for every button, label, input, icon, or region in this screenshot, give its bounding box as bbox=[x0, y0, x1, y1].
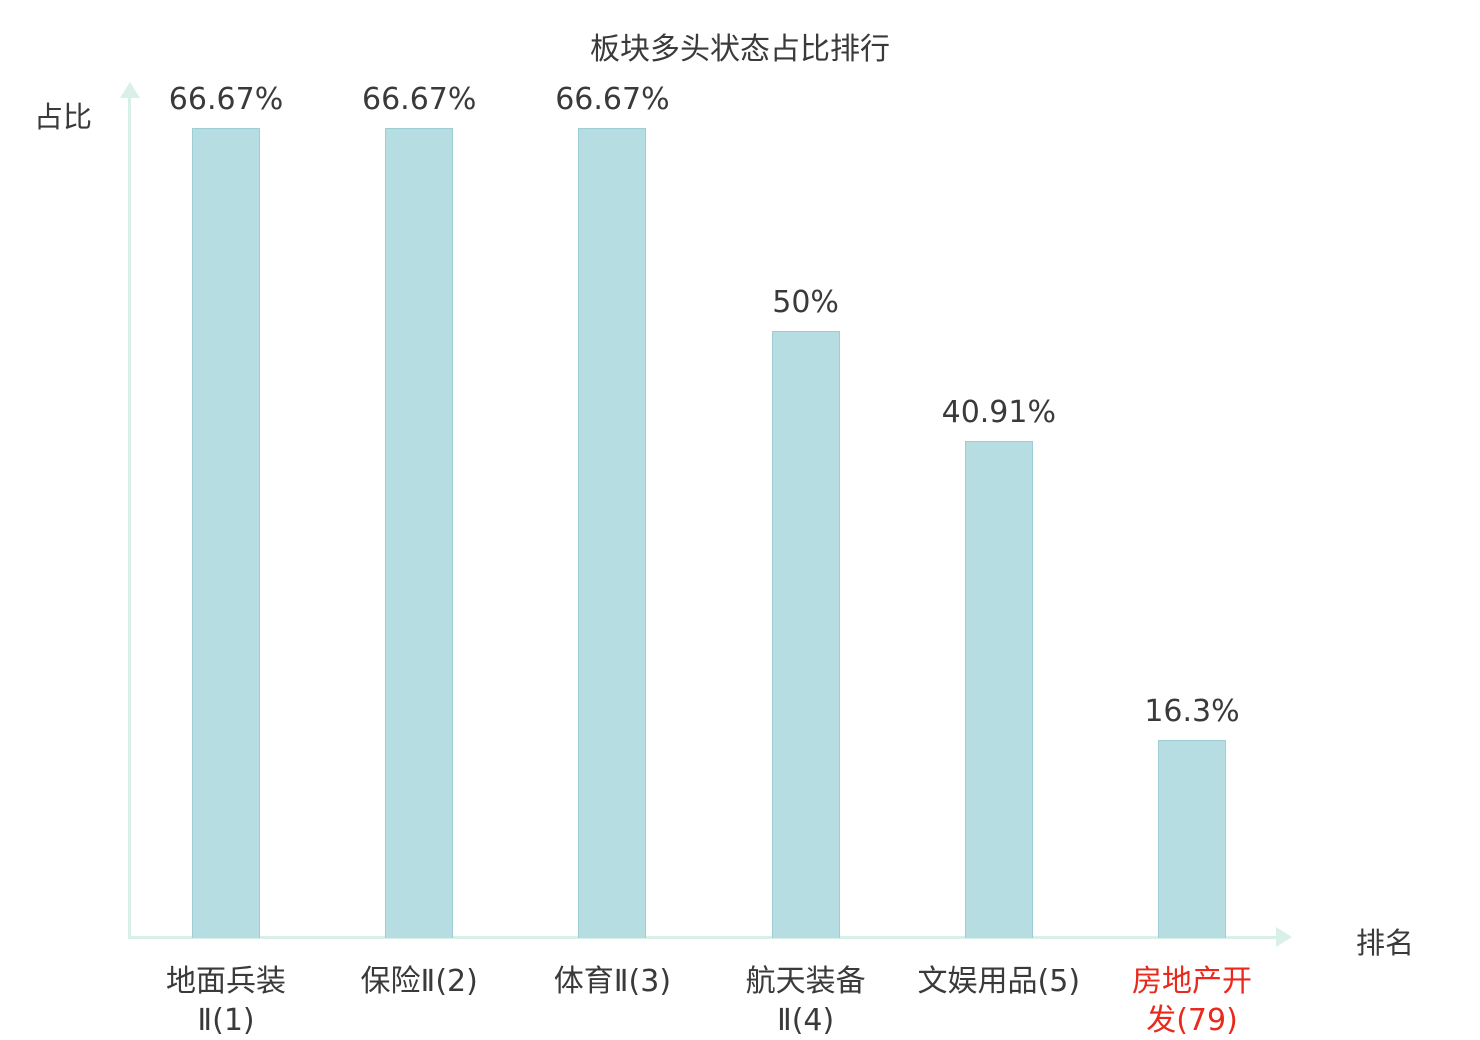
category-label-line: 房地产开 bbox=[1132, 964, 1252, 999]
bar-value-label: 66.67% bbox=[168, 82, 284, 117]
y-axis-arrow-icon bbox=[120, 82, 140, 98]
category-label: 房地产开发(79) bbox=[1132, 962, 1252, 1040]
category-label-line: 发(79) bbox=[1146, 1003, 1238, 1038]
category-label-line: Ⅱ(4) bbox=[776, 1003, 835, 1038]
y-axis-line bbox=[128, 96, 131, 938]
category-label: 文娱用品(5) bbox=[918, 962, 1081, 1001]
x-axis-line bbox=[128, 936, 1278, 939]
category-label-line: 体育Ⅱ(3) bbox=[553, 964, 672, 999]
bar-value-label: 50% bbox=[772, 284, 839, 320]
bar bbox=[192, 128, 260, 938]
bar bbox=[578, 128, 647, 938]
category-label-line: 地面兵装 bbox=[166, 964, 286, 999]
chart-title: 板块多头状态占比排行 bbox=[590, 32, 890, 67]
category-label-line: 保险Ⅱ(2) bbox=[360, 964, 478, 999]
category-label: 航天装备 Ⅱ(4) bbox=[746, 962, 866, 1040]
bar bbox=[964, 440, 1033, 938]
bar bbox=[385, 128, 454, 938]
x-axis-label: 排名 bbox=[1356, 926, 1415, 960]
category-label-line: 文娱用品(5) bbox=[917, 964, 1081, 999]
x-axis-arrow-icon bbox=[1276, 927, 1292, 947]
bar-value-label: 66.67% bbox=[361, 82, 477, 117]
category-label-line: Ⅱ(1) bbox=[197, 1003, 255, 1038]
bar bbox=[1158, 739, 1226, 938]
bar-value-label: 40.91% bbox=[941, 394, 1056, 430]
category-label: 保险Ⅱ(2) bbox=[361, 962, 478, 1001]
category-label: 地面兵装 Ⅱ(1) bbox=[166, 962, 286, 1040]
bar bbox=[771, 330, 840, 938]
y-axis-label: 占比 bbox=[34, 100, 93, 134]
category-label: 体育Ⅱ(3) bbox=[554, 962, 671, 1001]
bar-value-label: 66.67% bbox=[555, 82, 670, 117]
category-label-line: 航天装备 bbox=[745, 964, 866, 999]
bar-value-label: 16.3% bbox=[1144, 693, 1240, 729]
